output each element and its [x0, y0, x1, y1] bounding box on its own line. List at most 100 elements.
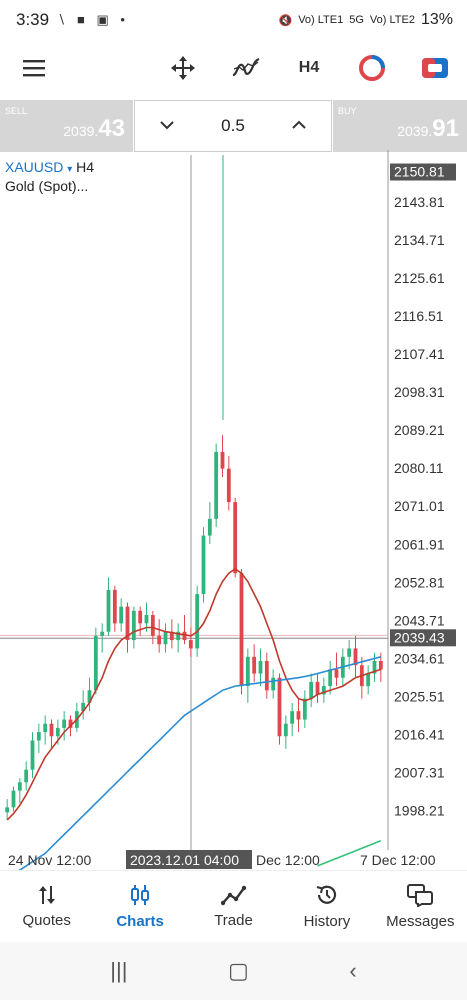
status-time: 3:39 [16, 10, 50, 29]
price-label: 1998.21 [394, 803, 445, 819]
candle-body [195, 594, 200, 649]
candle-body [36, 732, 41, 741]
nav-messages[interactable]: Messages [374, 871, 467, 942]
candle-body [207, 518, 212, 536]
candle-body [87, 690, 92, 703]
candle-body [245, 656, 250, 687]
nav-history-label: History [303, 913, 351, 930]
candle-body [11, 790, 16, 808]
candle-body [347, 648, 352, 657]
candle-body [125, 606, 130, 641]
candle-body [252, 656, 257, 674]
symbol-header[interactable]: XAUUSD ▾ H4 [5, 159, 94, 175]
candle-body [353, 648, 358, 666]
one-click-trade-icon [359, 55, 385, 81]
candle-body [106, 589, 111, 632]
lot-decrease-button[interactable] [160, 117, 174, 135]
candle-body [315, 681, 320, 695]
nav-quotes[interactable]: Quotes [0, 871, 93, 942]
time-label-bg [126, 850, 252, 869]
nav-quotes-label: Quotes [22, 912, 71, 929]
sell-button[interactable]: SELL 2039.43 [0, 100, 133, 152]
candle-body [81, 702, 86, 712]
recent-apps-icon[interactable]: ||| [110, 958, 128, 983]
charts-candles-icon [131, 885, 150, 905]
candle-body [201, 535, 206, 595]
candle-body [296, 711, 301, 720]
time-label: Dec 12:00 [256, 852, 320, 868]
price-label: 2098.31 [394, 384, 445, 400]
candle-body [119, 606, 124, 624]
mute-icon: 🔇 [278, 14, 293, 27]
candle-body [258, 661, 263, 674]
candle-body [188, 640, 193, 649]
price-label: 2052.81 [394, 574, 445, 590]
symbol-timeframe: H4 [76, 159, 95, 175]
menu-button[interactable] [14, 48, 54, 88]
price-label: 2150.81 [394, 164, 445, 180]
candle-body [214, 451, 219, 519]
new-order-button[interactable] [415, 48, 455, 88]
bottom-navigation: Quotes Charts Trade History Messages [0, 870, 467, 942]
battery-percent: 13% [420, 11, 453, 28]
ma-fast-line [6, 568, 382, 821]
candle-body [100, 631, 105, 636]
candle-body [182, 631, 187, 641]
crosshair-move-button[interactable] [163, 48, 203, 88]
timeframe-button[interactable]: H4 [298, 59, 320, 76]
price-label: 2071.01 [394, 498, 445, 514]
lot-size-value[interactable]: 0.5 [221, 116, 245, 135]
candle-body [239, 573, 244, 687]
chart-toolbar: H4 [0, 40, 467, 96]
price-label: 2143.81 [394, 194, 445, 210]
candle-body [271, 677, 276, 691]
candle-body [283, 723, 288, 737]
price-label: 2125.61 [394, 270, 445, 286]
candle-body [328, 669, 333, 687]
price-label: 2025.51 [394, 689, 445, 705]
candle-body [378, 661, 383, 670]
candle-body [176, 631, 181, 641]
candle-body [309, 681, 314, 699]
sell-price: 2039.43 [63, 115, 125, 143]
back-icon[interactable]: ‹ [349, 958, 357, 983]
candle-body [5, 807, 10, 813]
lot-size-control: 0.5 [134, 100, 332, 152]
price-chart[interactable]: 2150.81 2143.81 2134.71 2125.61 2116.51 2107.… [0, 150, 467, 870]
ma-long-line [317, 840, 382, 867]
status-bar: 3:39 ∖ ■ ▣ • 🔇 Vo) LTE1 5G Vo) LTE2 13% [0, 0, 467, 40]
indicator-wave-icon [232, 57, 260, 77]
network-5g: 5G [349, 14, 364, 26]
nav-charts[interactable]: Charts [93, 871, 186, 942]
bid-price-label: 2039.43 [394, 629, 445, 645]
price-label: 2080.11 [394, 460, 444, 476]
candle-body [30, 740, 35, 770]
symbol-description: Gold (Spot)... [5, 178, 89, 194]
candle-body [112, 589, 117, 624]
indicators-button[interactable] [226, 48, 266, 88]
candle-body [150, 615, 155, 636]
price-label: 2007.31 [394, 765, 445, 781]
candle-body [220, 451, 225, 469]
one-click-trade-panel: SELL 2039.43 0.5 BUY 2039.91 [0, 100, 467, 152]
quotes-arrows-icon [38, 886, 55, 904]
candle-body [163, 631, 168, 645]
buy-button[interactable]: BUY 2039.91 [333, 100, 467, 152]
candle-body [277, 677, 282, 737]
status-right: 🔇 Vo) LTE1 5G Vo) LTE2 13% [278, 11, 453, 29]
candle-body [233, 502, 238, 574]
lot-increase-button[interactable] [292, 117, 306, 135]
network-lte1: Vo) LTE1 [298, 14, 344, 26]
nav-history[interactable]: History [280, 871, 373, 942]
one-click-trading-button[interactable] [352, 48, 392, 88]
buy-label: BUY [338, 106, 357, 116]
price-label: 2034.61 [394, 650, 445, 666]
nav-trade[interactable]: Trade [187, 871, 280, 942]
candle-body [169, 631, 174, 641]
bid-label-bg [390, 629, 456, 647]
candle-body [62, 719, 67, 728]
sell-price-main: 2039. [63, 123, 99, 139]
price-label: 2043.71 [394, 612, 445, 628]
home-icon[interactable]: ▢ [228, 958, 249, 983]
candle-body [17, 782, 22, 791]
